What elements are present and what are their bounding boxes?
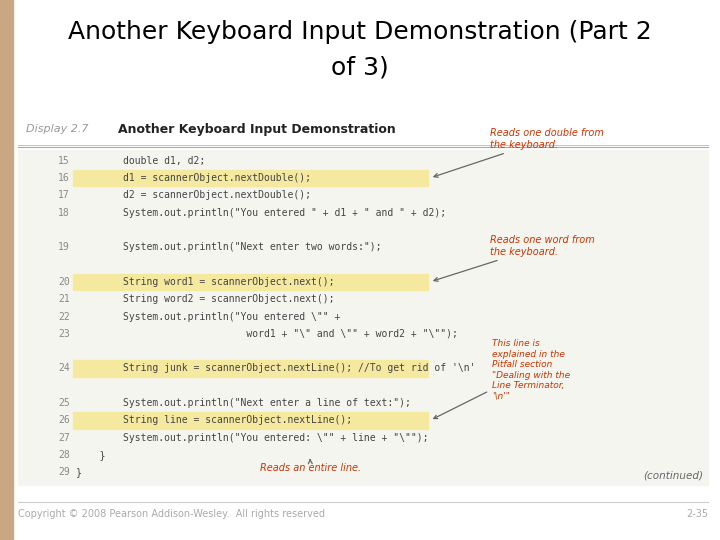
Text: 28: 28 [58, 450, 70, 460]
Text: 25: 25 [58, 398, 70, 408]
Text: 26: 26 [58, 415, 70, 426]
Text: String line = scannerObject.nextLine();: String line = scannerObject.nextLine(); [76, 415, 352, 426]
Text: }: } [76, 467, 82, 477]
Text: word1 + "\" and \"" + word2 + "\"");: word1 + "\" and \"" + word2 + "\""); [76, 329, 458, 339]
Text: Copyright © 2008 Pearson Addison-Wesley.  All rights reserved: Copyright © 2008 Pearson Addison-Wesley.… [18, 509, 325, 519]
Text: 27: 27 [58, 433, 70, 443]
Text: Display 2.7: Display 2.7 [26, 124, 89, 134]
Text: String word2 = scannerObject.next();: String word2 = scannerObject.next(); [76, 294, 335, 304]
Text: Another Keyboard Input Demonstration: Another Keyboard Input Demonstration [118, 123, 396, 136]
Text: String junk = scannerObject.nextLine(); //To get rid of '\n': String junk = scannerObject.nextLine(); … [76, 363, 475, 374]
Bar [18, 150, 708, 485]
Text: d1 = scannerObject.nextDouble();: d1 = scannerObject.nextDouble(); [76, 173, 311, 183]
Text: (continued): (continued) [643, 470, 703, 480]
Text: System.out.println("You entered " + d1 + " and " + d2);: System.out.println("You entered " + d1 +… [76, 207, 446, 218]
Text: Reads one word from
the keyboard.: Reads one word from the keyboard. [434, 235, 595, 281]
Text: System.out.println("Next enter a line of text:");: System.out.println("Next enter a line of… [76, 398, 411, 408]
Text: Another Keyboard Input Demonstration (Part 2: Another Keyboard Input Demonstration (Pa… [68, 20, 652, 44]
Text: 29: 29 [58, 467, 70, 477]
Text: 16: 16 [58, 173, 70, 183]
Text: 23: 23 [58, 329, 70, 339]
Text: double d1, d2;: double d1, d2; [76, 156, 205, 166]
Text: of 3): of 3) [331, 55, 389, 79]
Text: Reads one double from
the keyboard.: Reads one double from the keyboard. [434, 129, 604, 177]
Text: 22: 22 [58, 312, 70, 321]
Bar [73, 360, 428, 377]
Text: d2 = scannerObject.nextDouble();: d2 = scannerObject.nextDouble(); [76, 190, 311, 200]
Text: 17: 17 [58, 190, 70, 200]
Text: 15: 15 [58, 156, 70, 166]
Bar [73, 274, 428, 290]
Bar [0, 0, 13, 540]
Text: System.out.println("You entered \"" +: System.out.println("You entered \"" + [76, 312, 341, 321]
Text: 18: 18 [58, 207, 70, 218]
Text: System.out.println("You entered: \"" + line + "\"");: System.out.println("You entered: \"" + l… [76, 433, 428, 443]
Text: System.out.println("Next enter two words:");: System.out.println("Next enter two words… [76, 242, 382, 252]
Text: 21: 21 [58, 294, 70, 304]
Text: 2-35: 2-35 [686, 509, 708, 519]
Text: Reads an entire line.: Reads an entire line. [260, 460, 361, 473]
Text: 19: 19 [58, 242, 70, 252]
Text: 24: 24 [58, 363, 70, 374]
Text: String word1 = scannerObject.next();: String word1 = scannerObject.next(); [76, 277, 335, 287]
Text: 20: 20 [58, 277, 70, 287]
Bar [73, 412, 428, 429]
Bar [73, 170, 428, 186]
Text: This line is
explained in the
Pitfall section
"Dealing with the
Line Terminator,: This line is explained in the Pitfall se… [433, 340, 570, 418]
Text: }: } [76, 450, 105, 460]
